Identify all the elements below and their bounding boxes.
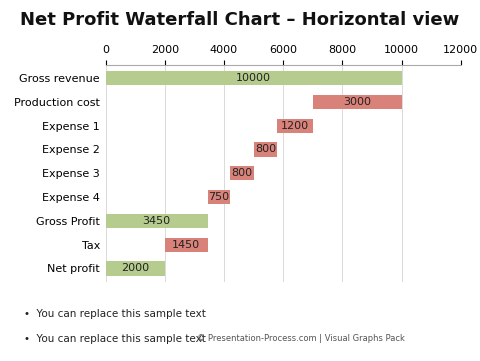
Text: 10000: 10000 bbox=[236, 73, 271, 83]
Bar bbox=[313, 95, 402, 109]
Text: 3450: 3450 bbox=[143, 216, 171, 226]
Text: 1450: 1450 bbox=[172, 240, 200, 250]
Bar bbox=[208, 190, 230, 204]
Text: 800: 800 bbox=[255, 144, 276, 155]
Bar bbox=[230, 166, 253, 180]
Bar bbox=[165, 238, 208, 252]
Text: •  You can replace this sample text: • You can replace this sample text bbox=[24, 309, 206, 319]
Bar bbox=[277, 118, 313, 133]
Text: 1200: 1200 bbox=[281, 121, 309, 131]
Text: 800: 800 bbox=[231, 168, 252, 178]
Text: •  You can replace this sample text: • You can replace this sample text bbox=[24, 334, 206, 344]
Bar bbox=[106, 214, 208, 228]
Text: © Presentation-Process.com | Visual Graphs Pack: © Presentation-Process.com | Visual Grap… bbox=[197, 334, 405, 343]
Text: 3000: 3000 bbox=[343, 97, 371, 107]
Text: 750: 750 bbox=[208, 192, 229, 202]
Bar bbox=[106, 71, 402, 85]
Text: Net Profit Waterfall Chart – Horizontal view: Net Profit Waterfall Chart – Horizontal … bbox=[20, 11, 460, 29]
Text: 2000: 2000 bbox=[121, 264, 149, 274]
Bar bbox=[253, 142, 277, 157]
Bar bbox=[106, 261, 165, 276]
